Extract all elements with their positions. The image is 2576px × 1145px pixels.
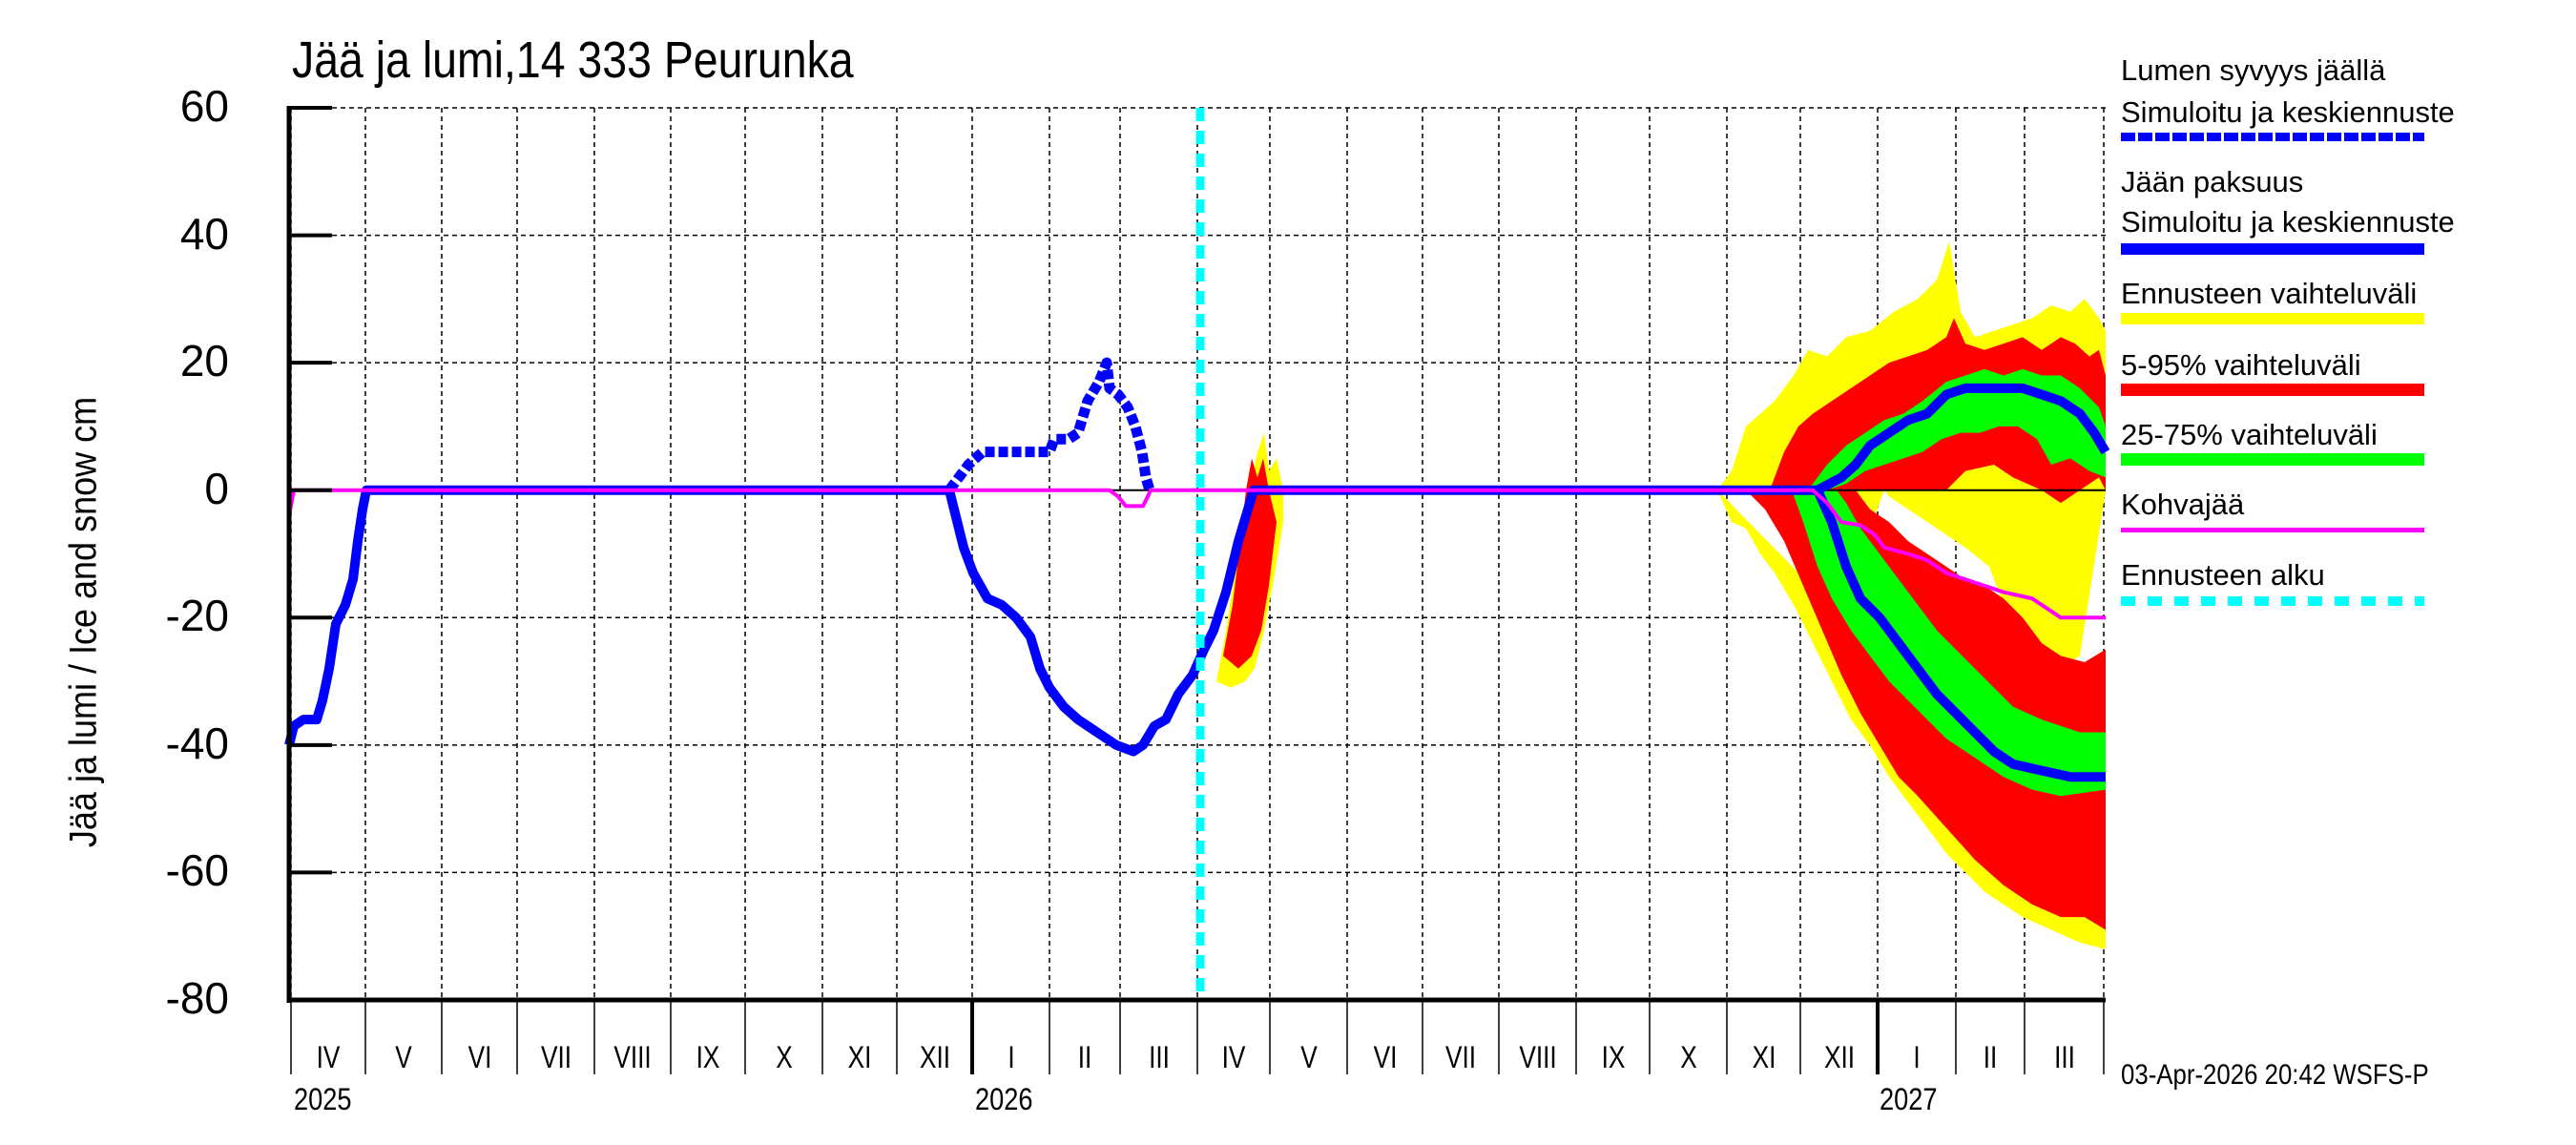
x-month-label: VI xyxy=(467,1040,491,1074)
y-tick-label: -20 xyxy=(165,591,229,641)
x-month-label: III xyxy=(1148,1040,1170,1074)
forecast-bands xyxy=(1216,241,2106,949)
x-month-label: XI xyxy=(847,1040,872,1074)
x-month-label: IX xyxy=(1601,1040,1625,1074)
y-tick-label: -40 xyxy=(165,718,229,768)
series-snow-depth xyxy=(945,357,1155,494)
y-tick-label: 40 xyxy=(179,208,229,259)
x-month-label: XII xyxy=(1823,1040,1855,1074)
x-month-label: IV xyxy=(316,1040,341,1074)
legend-swatch-forecast-range xyxy=(2121,313,2424,324)
x-month-label: IX xyxy=(696,1040,720,1074)
legend-swatch-forecast-start xyxy=(2121,596,2424,606)
y-tick-label: -80 xyxy=(165,973,229,1023)
legend-label-slush-ice: Kohvajää xyxy=(2121,488,2245,521)
x-month-label: VIII xyxy=(1518,1040,1557,1074)
timestamp: 03-Apr-2026 20:42 WSFS-P xyxy=(2121,1059,2429,1091)
y-tick-label: -60 xyxy=(165,845,229,896)
x-month-label: X xyxy=(1679,1040,1697,1074)
series-ice-thickness xyxy=(284,485,2106,782)
band-00ff00 xyxy=(1808,368,2106,490)
legend-label-25-75: 25-75% vaihteluväli xyxy=(2121,418,2378,451)
band-ff0000 xyxy=(1223,458,1277,669)
data-series xyxy=(284,108,2110,1000)
legend-label-snow-depth: Lumen syvyys jäällä xyxy=(2121,53,2386,87)
legend-label-5-95: 5-95% vaihteluväli xyxy=(2121,348,2361,382)
legend-label-snow-depth-sub: Simuloitu ja keskiennuste xyxy=(2121,95,2455,129)
x-year-label: 2026 xyxy=(975,1082,1033,1116)
x-month-label: II xyxy=(1077,1040,1092,1074)
x-year-label: 2027 xyxy=(1880,1082,1938,1116)
x-month-label: VI xyxy=(1373,1040,1397,1074)
x-month-label: V xyxy=(1299,1040,1318,1074)
x-month-label: X xyxy=(775,1040,793,1074)
y-axis-label: Jää ja lumi / Ice and snow cm xyxy=(62,396,105,848)
y-tick-label: 0 xyxy=(204,463,229,513)
x-month-label: II xyxy=(1983,1040,1998,1074)
band-00ff00 xyxy=(1792,489,2106,797)
x-month-label: III xyxy=(2053,1040,2075,1074)
series-slush-ice xyxy=(287,488,2106,620)
legend-swatch-5-95 xyxy=(2121,384,2424,396)
chart-title: Jää ja lumi,14 333 Peurunka xyxy=(292,31,854,89)
series-ice-thickness xyxy=(1815,383,2110,495)
legend-swatch-25-75 xyxy=(2121,453,2424,466)
x-month-label: XII xyxy=(919,1040,950,1074)
legend-label-ice-thickness: Jään paksuus xyxy=(2121,165,2304,198)
x-month-label: VIII xyxy=(613,1040,652,1074)
legend-label-ice-thickness-sub: Simuloitu ja keskiennuste xyxy=(2121,205,2455,239)
legend-swatch-snow-depth xyxy=(2121,133,2424,141)
x-month-label: XI xyxy=(1752,1040,1776,1074)
x-month-label: V xyxy=(395,1040,412,1074)
legend-swatch-slush-ice xyxy=(2121,528,2424,532)
legend-label-forecast-start: Ennusteen alku xyxy=(2121,558,2325,592)
legend-swatch-ice-thickness xyxy=(2121,243,2424,255)
x-month-label: I xyxy=(1007,1040,1015,1074)
x-month-label: VII xyxy=(540,1040,571,1074)
x-year-label: 2025 xyxy=(294,1082,352,1116)
x-month-label: I xyxy=(1913,1040,1921,1074)
y-tick-label: 20 xyxy=(179,336,229,386)
legend-label-forecast-range: Ennusteen vaihteluväli xyxy=(2121,277,2418,310)
y-tick-label: 60 xyxy=(179,81,229,131)
axes-frame xyxy=(286,106,2106,1074)
legend: Lumen syvyys jäällä Simuloitu ja keskien… xyxy=(2121,0,2576,668)
x-month-label: IV xyxy=(1221,1040,1246,1074)
x-month-label: VII xyxy=(1444,1040,1477,1074)
